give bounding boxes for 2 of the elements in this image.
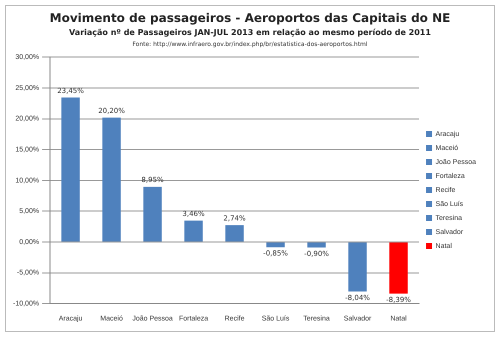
chart-title: Movimento de passageiros - Aeroportos das Capitais do NE xyxy=(48,11,452,25)
chart-subtitle: Variação nº de Passageiros JAN-JUL 2013 em relação ao mesmo período de 2011 xyxy=(68,28,432,37)
